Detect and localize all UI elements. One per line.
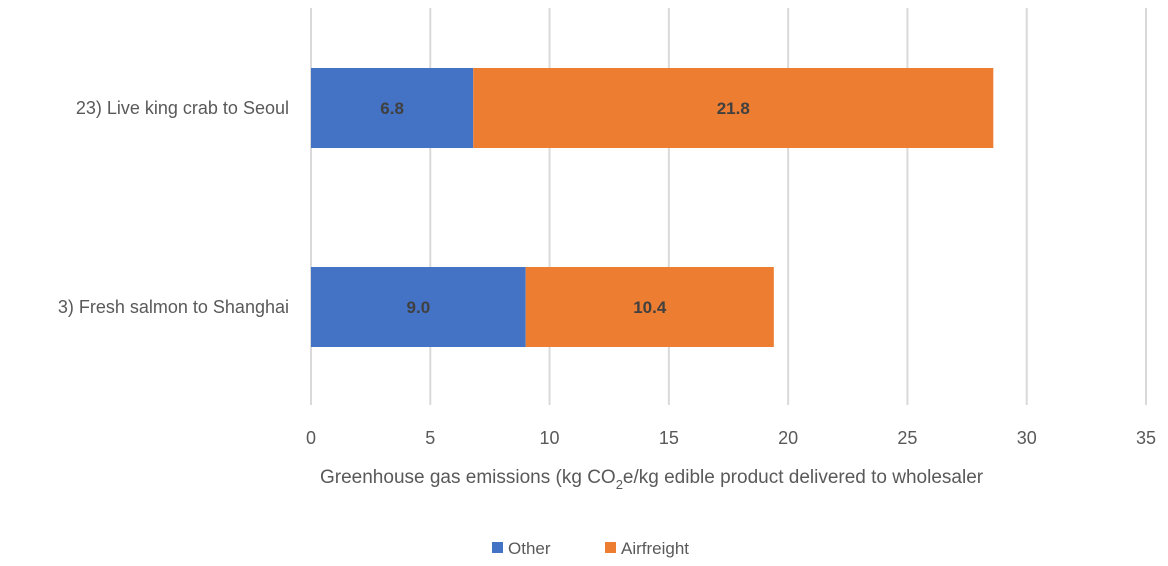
x-tick-label: 15 [659, 428, 679, 448]
data-labels: 6.8 21.8 9.0 10.4 [380, 99, 750, 317]
x-tick-label: 25 [897, 428, 917, 448]
data-label-other: 9.0 [407, 298, 431, 317]
category-labels: 23) Live king crab to Seoul 3) Fresh salm… [58, 98, 289, 317]
legend-swatch-other [492, 542, 503, 553]
x-axis-title: Greenhouse gas emissions (kg CO2e/kg edi… [320, 467, 984, 492]
bar-airfreight-0 [473, 68, 994, 148]
bars [311, 68, 994, 347]
category-label: 3) Fresh salmon to Shanghai [58, 297, 289, 317]
legend: Other Airfreight [492, 539, 689, 558]
bar-airfreight-1 [525, 267, 774, 347]
x-tick-labels: 0 5 10 15 20 25 30 35 [306, 428, 1156, 448]
x-tick-label: 10 [540, 428, 560, 448]
category-label: 23) Live king crab to Seoul [76, 98, 289, 118]
x-tick-label: 5 [425, 428, 435, 448]
legend-label-other: Other [508, 539, 551, 558]
x-tick-label: 20 [778, 428, 798, 448]
data-label-airfreight: 21.8 [717, 99, 750, 118]
data-label-airfreight: 10.4 [633, 298, 667, 317]
bar-other-0 [311, 68, 474, 148]
bar-other-1 [311, 267, 526, 347]
x-tick-label: 0 [306, 428, 316, 448]
legend-swatch-airfreight [605, 542, 616, 553]
x-tick-label: 35 [1136, 428, 1156, 448]
legend-label-airfreight: Airfreight [621, 539, 689, 558]
x-tick-label: 30 [1017, 428, 1037, 448]
data-label-other: 6.8 [380, 99, 404, 118]
